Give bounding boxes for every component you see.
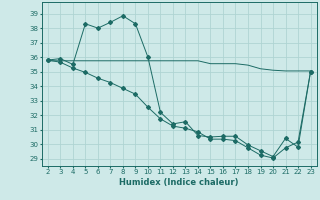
X-axis label: Humidex (Indice chaleur): Humidex (Indice chaleur)	[119, 178, 239, 187]
